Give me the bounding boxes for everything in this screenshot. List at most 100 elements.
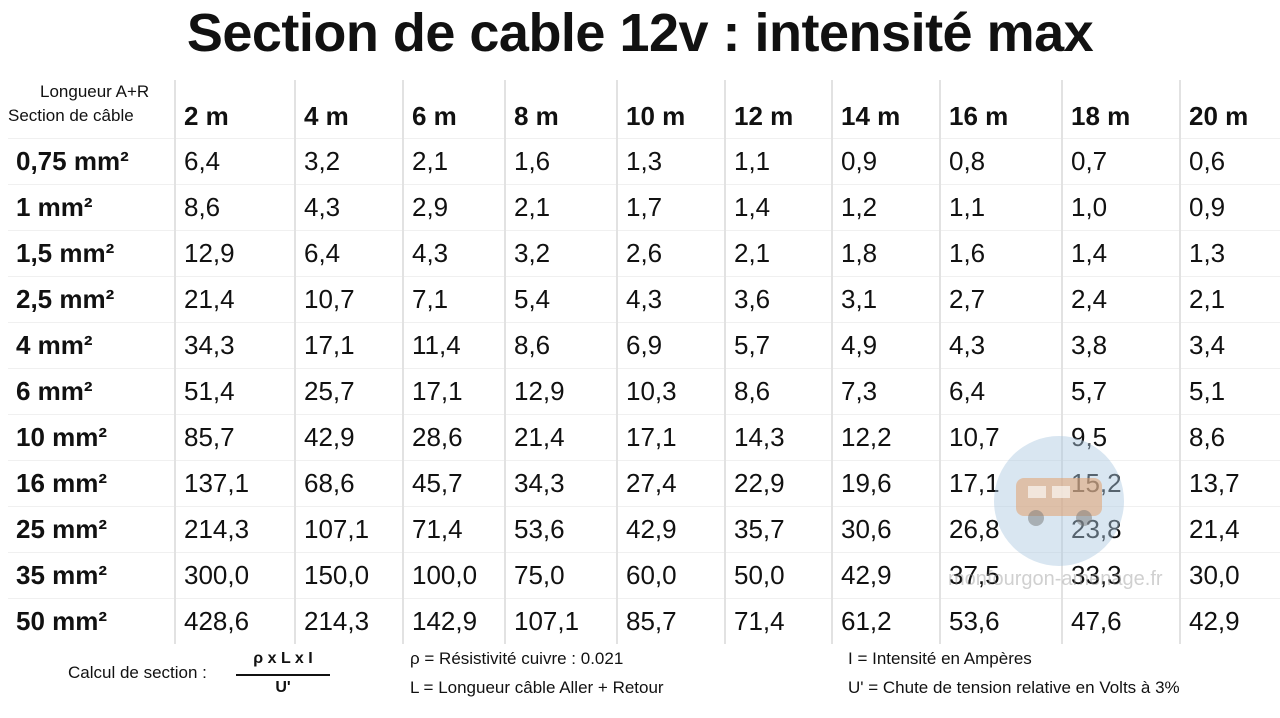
row-label: 1 mm²: [8, 184, 175, 231]
row-label: 2,5 mm²: [8, 276, 175, 323]
value-cell: 9,5: [1061, 414, 1180, 461]
value-cell: 42,9: [616, 506, 725, 553]
value-cell: 19,6: [831, 460, 940, 507]
value-cell: 1,4: [724, 184, 832, 231]
corner-cell: Longueur A+R Section de câble: [8, 80, 175, 139]
section-label: Section de câble: [8, 106, 134, 125]
row-label: 35 mm²: [8, 552, 175, 599]
fraction-bar: [236, 674, 330, 676]
value-cell: 35,7: [724, 506, 832, 553]
value-cell: 1,6: [504, 138, 617, 185]
van-icon: [1016, 478, 1102, 526]
value-cell: 27,4: [616, 460, 725, 507]
value-cell: 3,1: [831, 276, 940, 323]
value-cell: 6,4: [174, 138, 295, 185]
row-label: 25 mm²: [8, 506, 175, 553]
value-cell: 53,6: [939, 598, 1062, 644]
value-cell: 61,2: [831, 598, 940, 644]
value-cell: 0,8: [939, 138, 1062, 185]
column-header: 16 m: [939, 80, 1062, 139]
van-wheel: [1076, 510, 1092, 526]
value-cell: 214,3: [294, 598, 403, 644]
table-row: 10 mm² 85,7 42,9 28,6 21,4 17,1 14,3 12,2 10,7 9,…: [8, 414, 1280, 461]
column-header: 6 m: [402, 80, 505, 139]
value-cell: 12,9: [174, 230, 295, 277]
value-cell: 60,0: [616, 552, 725, 599]
value-cell: 12,2: [831, 414, 940, 461]
table-row: 16 mm² 137,1 68,6 45,7 34,3 27,4 22,9 19,6 17,1 1…: [8, 460, 1280, 507]
value-cell: 8,6: [1179, 414, 1280, 461]
value-cell: 17,1: [402, 368, 505, 415]
value-cell: 2,6: [616, 230, 725, 277]
value-cell: 6,4: [294, 230, 403, 277]
value-cell: 21,4: [1179, 506, 1280, 553]
value-cell: 33,3: [1061, 552, 1180, 599]
value-cell: 4,3: [616, 276, 725, 323]
column-header: 12 m: [724, 80, 832, 139]
table-row: 1,5 mm² 12,9 6,4 4,3 3,2 2,6 2,1 1,8 1,6 1,4 1,3: [8, 230, 1280, 277]
value-cell: 3,8: [1061, 322, 1180, 369]
value-cell: 10,7: [294, 276, 403, 323]
value-cell: 85,7: [174, 414, 295, 461]
table-row: 0,75 mm² 6,4 3,2 2,1 1,6 1,3 1,1 0,9 0,8 0,7 0,6: [8, 138, 1280, 185]
value-cell: 107,1: [504, 598, 617, 644]
van-wheel: [1028, 510, 1044, 526]
column-header: 4 m: [294, 80, 403, 139]
value-cell: 51,4: [174, 368, 295, 415]
table-row: 6 mm² 51,4 25,7 17,1 12,9 10,3 8,6 7,3 6,4 5,7 5,1: [8, 368, 1280, 415]
value-cell: 428,6: [174, 598, 295, 644]
column-header: 18 m: [1061, 80, 1180, 139]
formula-denominator: U': [275, 679, 291, 696]
value-cell: 2,1: [1179, 276, 1280, 323]
value-cell: 10,7: [939, 414, 1062, 461]
value-cell: 0,9: [831, 138, 940, 185]
value-cell: 5,1: [1179, 368, 1280, 415]
value-cell: 3,2: [294, 138, 403, 185]
value-cell: 50,0: [724, 552, 832, 599]
note: U' = Chute de tension relative en Volts …: [848, 678, 1180, 697]
value-cell: 0,7: [1061, 138, 1180, 185]
row-label: 16 mm²: [8, 460, 175, 507]
value-cell: 1,1: [724, 138, 832, 185]
length-label: Longueur A+R: [40, 82, 150, 101]
formula-numerator: ρ x L x I: [253, 650, 313, 667]
value-cell: 7,3: [831, 368, 940, 415]
value-cell: 21,4: [504, 414, 617, 461]
value-cell: 4,3: [402, 230, 505, 277]
value-cell: 2,1: [724, 230, 832, 277]
table-row: 1 mm² 8,6 4,3 2,9 2,1 1,7 1,4 1,2 1,1 1,0 0,9: [8, 184, 1280, 231]
column-header: 10 m: [616, 80, 725, 139]
value-cell: 42,9: [294, 414, 403, 461]
column-header: 2 m: [174, 80, 295, 139]
value-cell: 8,6: [504, 322, 617, 369]
value-cell: 13,7: [1179, 460, 1280, 507]
formula-label: Calcul de section :: [68, 663, 207, 682]
value-cell: 100,0: [402, 552, 505, 599]
value-cell: 3,6: [724, 276, 832, 323]
value-cell: 6,9: [616, 322, 725, 369]
value-cell: 0,6: [1179, 138, 1280, 185]
value-cell: 142,9: [402, 598, 505, 644]
table-row: 25 mm² 214,3 107,1 71,4 53,6 42,9 35,7 30,6 26,8…: [8, 506, 1280, 553]
row-label: 1,5 mm²: [8, 230, 175, 277]
value-cell: 2,1: [402, 138, 505, 185]
value-cell: 1,3: [616, 138, 725, 185]
value-cell: 2,9: [402, 184, 505, 231]
row-label: 10 mm²: [8, 414, 175, 461]
value-cell: 42,9: [1179, 598, 1280, 644]
table-row: 35 mm² 300,0 150,0 100,0 75,0 60,0 50,0 42,9 37,…: [8, 552, 1280, 599]
value-cell: 2,1: [504, 184, 617, 231]
value-cell: 3,2: [504, 230, 617, 277]
row-label: 4 mm²: [8, 322, 175, 369]
value-cell: 42,9: [831, 552, 940, 599]
column-header: 8 m: [504, 80, 617, 139]
value-cell: 1,1: [939, 184, 1062, 231]
value-cell: 6,4: [939, 368, 1062, 415]
value-cell: 75,0: [504, 552, 617, 599]
van-window: [1052, 486, 1070, 498]
table-row: 4 mm² 34,3 17,1 11,4 8,6 6,9 5,7 4,9 4,3 3,8 3,4: [8, 322, 1280, 369]
value-cell: 1,0: [1061, 184, 1180, 231]
value-cell: 1,2: [831, 184, 940, 231]
